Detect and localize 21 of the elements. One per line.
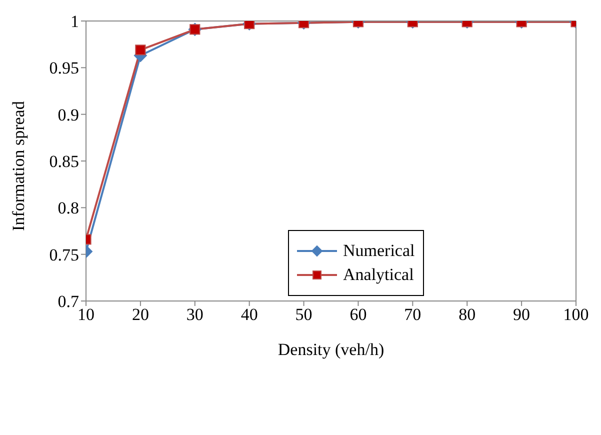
y-tick-label: 0.8	[58, 198, 79, 218]
y-tick-label: 0.75	[49, 245, 79, 264]
x-tick-label: 30	[186, 305, 204, 324]
x-tick-label: 60	[350, 305, 367, 324]
y-tick-label: 0.95	[49, 58, 79, 78]
x-tick-label: 90	[513, 305, 530, 324]
y-tick-label: 0.9	[58, 105, 79, 124]
legend-label: Analytical	[343, 265, 414, 285]
y-axis-title: Information spread	[9, 100, 28, 231]
x-tick-label: 40	[240, 305, 258, 324]
x-tick-label: 100	[563, 305, 589, 324]
x-tick-label: 80	[458, 305, 476, 324]
x-tick-label: 50	[295, 305, 312, 324]
y-tick-label: 0.85	[49, 152, 79, 172]
x-tick-label: 10	[78, 305, 94, 324]
x-tick-label: 70	[404, 305, 422, 324]
y-tick-label: 0.7	[58, 292, 80, 312]
legend-label: Numerical	[343, 241, 415, 261]
x-axis-title: Density (veh/h)	[278, 340, 384, 359]
x-tick-label: 20	[132, 305, 149, 324]
y-tick-label: 1	[70, 12, 79, 32]
